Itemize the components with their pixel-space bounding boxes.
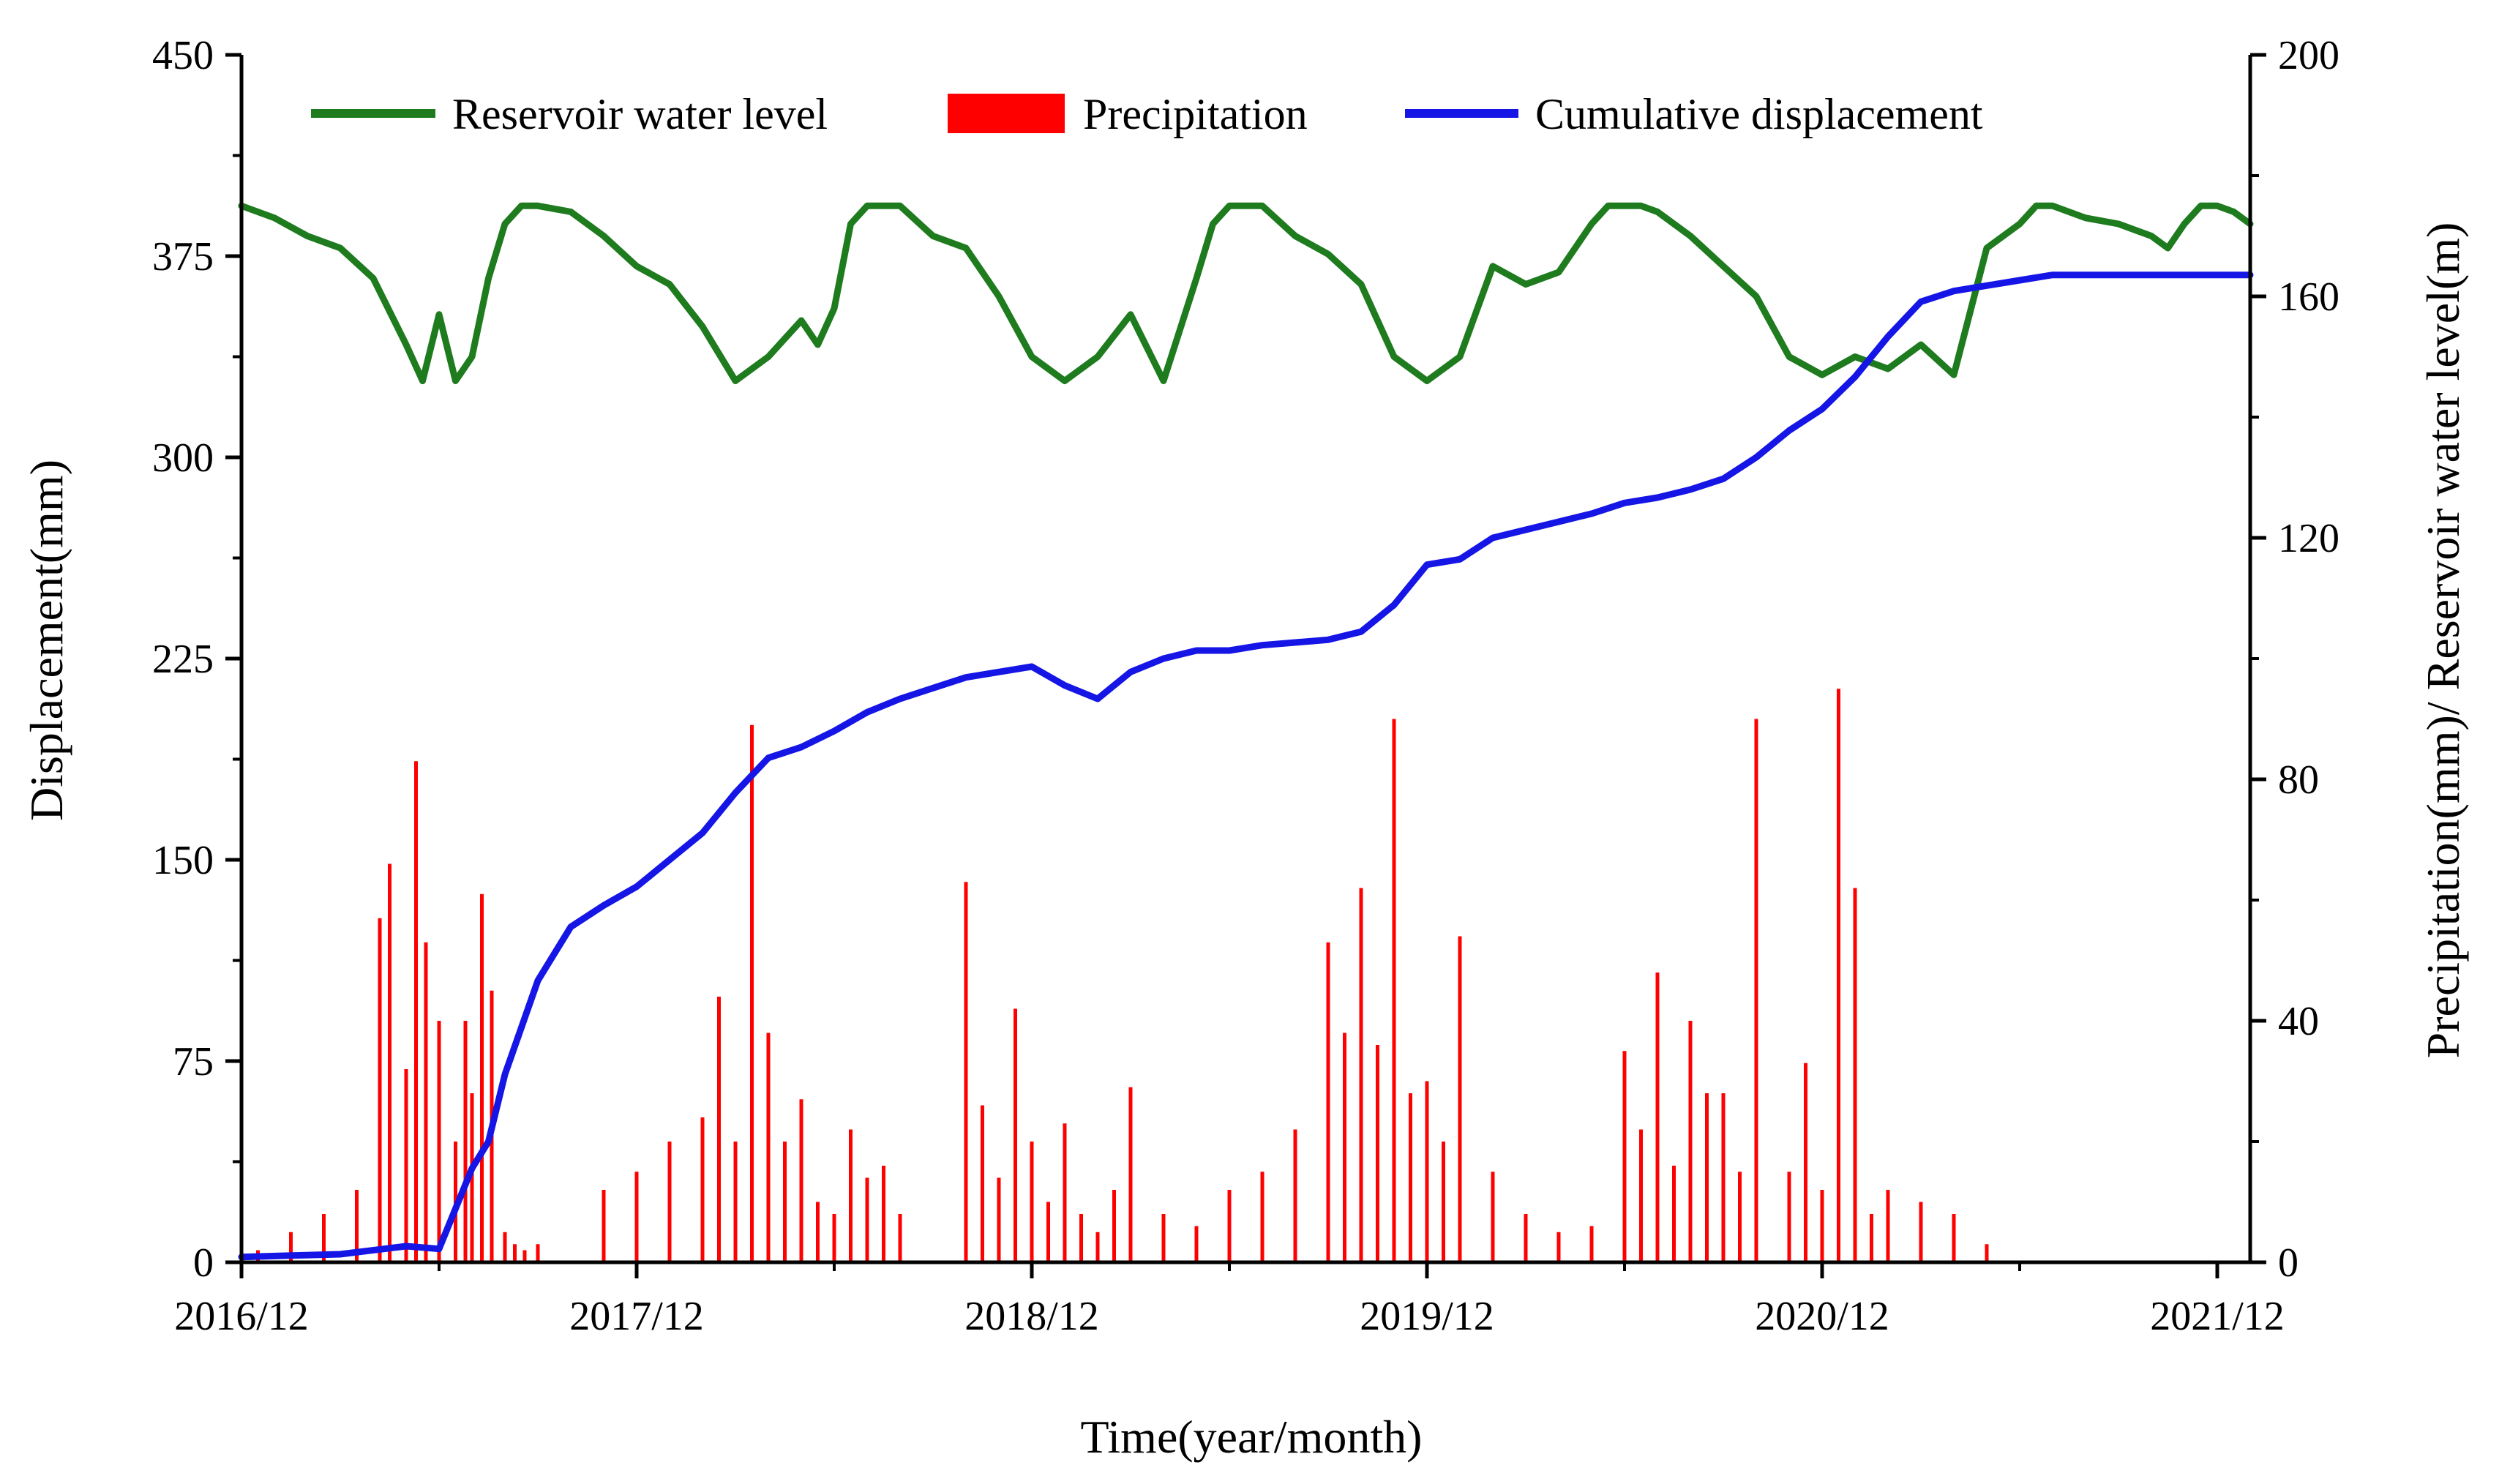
legend-label-reservoir: Reservoir water level xyxy=(452,90,828,138)
legend-label-displacement: Cumulative displacement xyxy=(1535,90,1983,138)
y-left-tick-label: 450 xyxy=(152,33,214,78)
y-left-tick-label: 300 xyxy=(152,435,214,481)
x-tick-label: 2018/12 xyxy=(964,1294,1099,1339)
y-left-axis-title: Displacement(mm) xyxy=(20,460,72,821)
x-tick-label: 2021/12 xyxy=(2150,1294,2285,1339)
x-tick-label: 2017/12 xyxy=(569,1294,704,1339)
x-axis-title: Time(year/month) xyxy=(1081,1411,1423,1463)
y-right-axis-title: Precipitation(mm)/ Reservoir water level… xyxy=(2417,222,2469,1059)
y-right-tick-label: 120 xyxy=(2278,516,2339,561)
y-right-tick-label: 40 xyxy=(2278,999,2319,1044)
displacement-line xyxy=(238,271,2254,1261)
legend-swatch-precipitation xyxy=(948,94,1065,133)
y-right-tick-label: 160 xyxy=(2278,274,2339,320)
legend-label-precipitation: Precipitation xyxy=(1083,90,1308,138)
axes: 0 75 150 225 300 375 450 0 40 80 120 160 200 2016/12 2… xyxy=(152,33,2339,1339)
x-tick-label: 2020/12 xyxy=(1755,1294,1889,1339)
x-tick-label: 2019/12 xyxy=(1360,1294,1494,1339)
y-left-tick-label: 225 xyxy=(152,637,214,682)
y-right-tick-label: 0 xyxy=(2278,1240,2298,1286)
reservoir-level-line xyxy=(238,202,2254,384)
y-left-tick-label: 150 xyxy=(152,838,214,883)
legend: Reservoir water level Precipitation Cumu… xyxy=(311,90,1983,138)
y-left-tick-label: 75 xyxy=(173,1039,214,1084)
y-right-tick-label: 200 xyxy=(2278,33,2339,78)
x-tick-label: 2016/12 xyxy=(174,1294,309,1339)
y-left-tick-label: 0 xyxy=(193,1240,214,1286)
y-right-tick-label: 80 xyxy=(2278,757,2319,803)
displacement-series xyxy=(238,271,2254,1261)
y-left-tick-label: 375 xyxy=(152,234,214,280)
reservoir-level-series xyxy=(238,202,2254,384)
